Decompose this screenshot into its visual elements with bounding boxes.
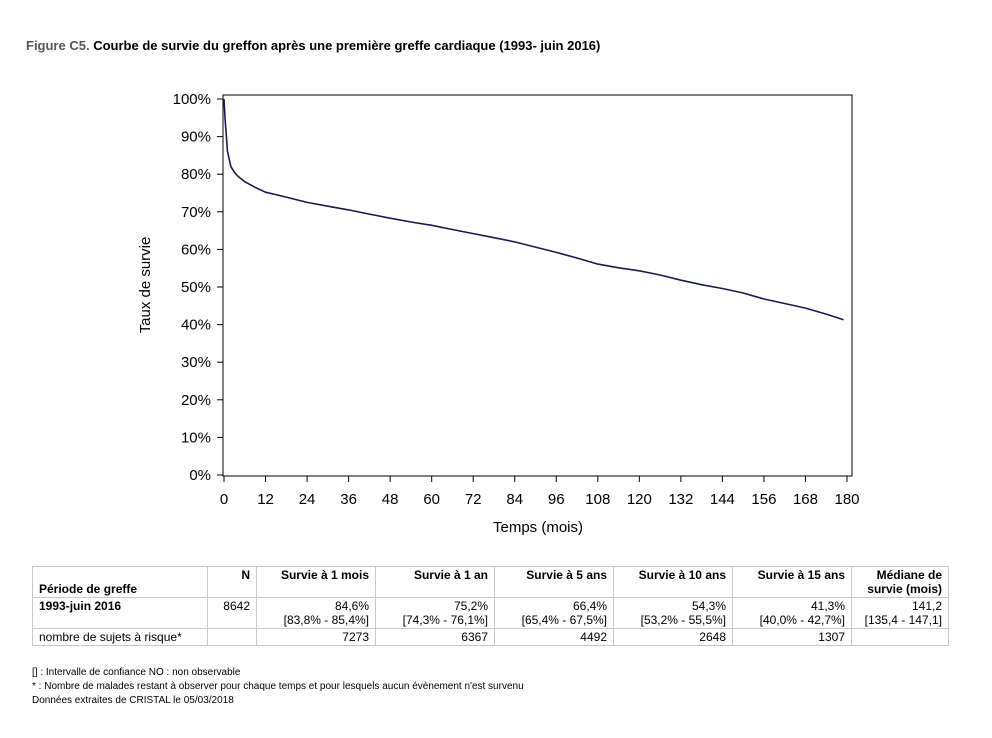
- ci: [53,2% - 55,5%]: [640, 613, 726, 627]
- ci: [135,4 - 147,1]: [864, 613, 942, 627]
- x-tick-label: 60: [423, 491, 440, 508]
- y-tick-label: 70%: [181, 204, 211, 221]
- y-tick-label: 0%: [189, 467, 211, 484]
- header-survie-15-ans: Survie à 15 ans: [732, 566, 852, 598]
- ci: [65,4% - 67,5%]: [521, 613, 607, 627]
- header-survie-1-mois: Survie à 1 mois: [256, 566, 376, 598]
- cell-risk-5-ans: 4492: [494, 628, 614, 646]
- value: 54,3%: [691, 599, 726, 613]
- cell-risk-1-mois: 7273: [256, 628, 376, 646]
- footnote-ci: [] : Intervalle de confiance NO : non ob…: [32, 667, 241, 678]
- y-tick-label: 40%: [181, 317, 211, 334]
- value: 66,4%: [572, 599, 607, 613]
- x-tick-label: 96: [548, 491, 565, 508]
- footnotes: [] : Intervalle de confiance NO : non ob…: [32, 666, 524, 708]
- ci: [74,3% - 76,1%]: [402, 613, 488, 627]
- x-tick-label: 72: [465, 491, 482, 508]
- x-tick-label: 0: [220, 491, 228, 508]
- header-survie-10-ans: Survie à 10 ans: [613, 566, 733, 598]
- table-row: 1993-juin 2016 8642 84,6% [83,8% - 85,4%…: [32, 597, 949, 629]
- y-axis: 0% 10% 20% 30% 40% 50% 60% 70% 80% 90% 100%: [173, 91, 223, 484]
- plot-frame: [222, 94, 853, 477]
- header-n: N: [207, 566, 257, 598]
- x-tick-label: 168: [793, 491, 818, 508]
- survival-curve: [223, 98, 844, 321]
- cell-n: 8642: [207, 597, 257, 629]
- cell-risk-mediane: [851, 628, 949, 646]
- header-survie-5-ans: Survie à 5 ans: [494, 566, 614, 598]
- cell-survie-1-an: 75,2% [74,3% - 76,1%]: [375, 597, 495, 629]
- ci: [83,8% - 85,4%]: [283, 613, 369, 627]
- x-tick-label: 180: [834, 491, 859, 508]
- y-tick-label: 60%: [181, 241, 211, 258]
- figure-label: Figure C5.: [26, 38, 90, 53]
- value: 41,3%: [810, 599, 845, 613]
- cell-mediane: 141,2 [135,4 - 147,1]: [851, 597, 949, 629]
- footnote-risk: * : Nombre de malades restant à observer…: [32, 681, 524, 692]
- cell-periode: 1993-juin 2016: [32, 597, 208, 629]
- header-survie-1-an: Survie à 1 an: [375, 566, 495, 598]
- figure-title-text: Courbe de survie du greffon après une pr…: [93, 38, 601, 53]
- value: 75,2%: [453, 599, 488, 613]
- cell-survie-5-ans: 66,4% [65,4% - 67,5%]: [494, 597, 614, 629]
- y-axis-label: Taux de survie: [137, 237, 154, 334]
- survival-table: Période de greffe N Survie à 1 mois Surv…: [32, 566, 949, 646]
- y-tick-label: 50%: [181, 279, 211, 296]
- figure-title: Figure C5. Courbe de survie du greffon a…: [26, 38, 600, 53]
- y-tick-label: 100%: [173, 91, 211, 108]
- x-tick-label: 108: [585, 491, 610, 508]
- header-mediane: Médiane de survie (mois): [851, 566, 949, 598]
- x-axis: 0 12 24 36 48 60 72 84 96 108 120 132 144 156 168 180: [220, 476, 860, 508]
- x-tick-label: 36: [340, 491, 357, 508]
- value: 141,2: [911, 599, 942, 613]
- cell-survie-15-ans: 41,3% [40,0% - 42,7%]: [732, 597, 852, 629]
- cell-risk-1-an: 6367: [375, 628, 495, 646]
- x-tick-label: 120: [627, 491, 652, 508]
- x-axis-label: Temps (mois): [493, 519, 583, 536]
- cell-survie-1-mois: 84,6% [83,8% - 85,4%]: [256, 597, 376, 629]
- header-mediane-line1: Médiane de: [876, 568, 942, 582]
- cell-survie-10-ans: 54,3% [53,2% - 55,5%]: [613, 597, 733, 629]
- cell-risk-n: [207, 628, 257, 646]
- y-tick-label: 90%: [181, 129, 211, 146]
- y-tick-label: 20%: [181, 392, 211, 409]
- y-tick-label: 30%: [181, 354, 211, 371]
- x-tick-label: 132: [668, 491, 693, 508]
- y-tick-label: 80%: [181, 166, 211, 183]
- x-tick-label: 144: [710, 491, 735, 508]
- survival-chart: 0% 10% 20% 30% 40% 50% 60% 70% 80% 90% 100% 0 12 24 3…: [137, 91, 860, 536]
- table-row: nombre de sujets à risque* 7273 6367 449…: [32, 628, 949, 646]
- header-periode: Période de greffe: [32, 566, 208, 598]
- value: 84,6%: [334, 599, 369, 613]
- x-tick-label: 84: [506, 491, 523, 508]
- x-tick-label: 48: [382, 491, 399, 508]
- cell-risk-10-ans: 2648: [613, 628, 733, 646]
- header-mediane-line2: survie (mois): [867, 582, 942, 596]
- series-lines: [223, 98, 844, 321]
- footnote-source: Données extraites de CRISTAL le 05/03/20…: [32, 695, 234, 706]
- x-tick-label: 12: [257, 491, 274, 508]
- ci: [40,0% - 42,7%]: [759, 613, 845, 627]
- x-tick-label: 156: [751, 491, 776, 508]
- y-tick-label: 10%: [181, 429, 211, 446]
- x-tick-label: 24: [299, 491, 316, 508]
- table-header-row: Période de greffe N Survie à 1 mois Surv…: [32, 566, 949, 598]
- cell-risk-15-ans: 1307: [732, 628, 852, 646]
- cell-risk-label: nombre de sujets à risque*: [32, 628, 208, 646]
